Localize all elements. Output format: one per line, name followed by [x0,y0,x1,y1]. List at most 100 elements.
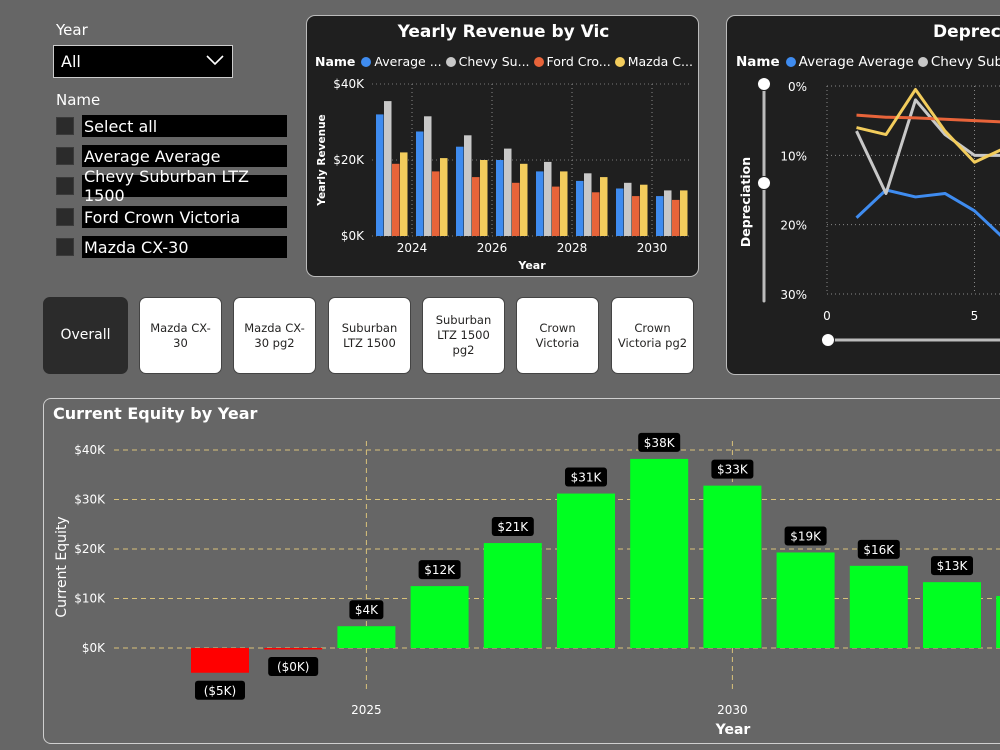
slider-handle [757,176,771,190]
mazda-cx30-pg2-button[interactable]: Mazda CX-30 pg2 [233,297,316,374]
legend-item-mazda[interactable]: Mazda C... [614,54,693,69]
checkbox[interactable] [56,177,74,195]
legend-item-ford[interactable]: Ford Cro... [533,54,611,69]
revenue-chart: $0K $20K $40K 2024 2026 2028 2030 Year Yearly Re… [316,77,692,272]
data-label-bg [565,467,607,487]
legend-dot [361,56,372,67]
checkbox[interactable] [56,147,74,165]
data-label-bg [268,656,319,676]
equity-bar [337,626,396,648]
y-tick-label: 10% [780,149,807,163]
revenue-bar [576,180,584,236]
name-option-mazda[interactable]: Mazda CX-30 [56,236,287,258]
revenue-bar [512,182,520,236]
revenue-bar [544,161,552,236]
overall-button[interactable]: Overall [43,297,128,374]
legend-item-average[interactable]: Average ... [361,54,442,69]
equity-bar [923,582,981,648]
equity-chart-panel: Current Equity by Year $0K $10K $20K $30K $4… [43,398,1000,744]
checkbox[interactable] [56,117,74,135]
legend-label: Ford Cro... [546,54,611,69]
revenue-bar [384,101,392,236]
name-option-ford[interactable]: Ford Crown Victoria [56,206,287,228]
revenue-bar [632,196,640,236]
depreciation-line [856,113,1000,124]
revenue-bar [616,188,624,236]
revenue-bar [680,190,688,236]
depreciation-chart: 0% 10% 20% 30% 0 5 Depreciation [738,77,1000,347]
legend-label: Average Average [798,54,914,70]
y-axis-title: Depreciation [738,157,753,247]
checkbox[interactable] [56,208,74,226]
crown-victoria-button[interactable]: Crown Victoria [516,297,599,374]
crown-victoria-pg2-button[interactable]: Crown Victoria pg2 [611,297,694,374]
y-tick-label: $40K [333,77,365,91]
revenue-bar [392,163,400,236]
y-axis-title: Current Equity [54,516,70,617]
legend-item-chevy[interactable]: Chevy Suburb [917,54,1000,70]
equity-bar [483,543,542,648]
revenue-bar [376,114,384,236]
revenue-bar [600,177,608,236]
equity-bar [630,458,689,648]
y-tick-label: 0% [788,80,807,94]
revenue-bar [584,173,592,236]
data-label-bg [491,517,534,537]
x-tick-label: 2025 [351,703,382,717]
legend-title: Name [736,54,780,70]
revenue-bar [536,171,544,236]
name-option-chevy[interactable]: Chevy Suburban LTZ 1500 [56,167,287,205]
x-tick-label: 2030 [717,703,748,717]
name-option-average[interactable]: Average Average [56,145,287,167]
legend-item-average[interactable]: Average Average [785,54,914,70]
x-axis-title: Year [715,722,751,738]
revenue-bar [472,177,480,236]
mazda-cx30-button[interactable]: Mazda CX-30 [139,297,222,374]
name-option-label: Chevy Suburban LTZ 1500 [82,167,287,205]
data-label: $38K [644,436,676,450]
data-label-bg [349,600,384,620]
legend-dot [785,57,796,67]
y-axis-title: Yearly Revenue [316,114,328,206]
revenue-bar [496,160,504,236]
name-option-label: Select all [82,115,287,137]
name-option-select-all[interactable]: Select all [56,115,287,137]
depreciation-line [855,188,1000,237]
year-dropdown-value: All [61,52,81,71]
equity-chart-title: Current Equity by Year [53,404,258,423]
y-tick-label: $10K [74,592,106,606]
revenue-bar [640,184,648,236]
revenue-bar [416,131,424,236]
suburban-button[interactable]: Suburban LTZ 1500 [328,297,411,374]
y-tick-label: $0K [341,229,365,243]
data-label-bg [638,432,681,452]
suburban-pg2-button[interactable]: Suburban LTZ 1500 pg2 [422,297,505,374]
data-label: $13K [937,559,969,573]
data-label-bg [195,680,245,700]
legend-dot [445,56,456,67]
revenue-bar [656,196,664,236]
data-label: $16K [863,543,895,557]
revenue-legend: Name Average ... Chevy Su... Ford Cro...… [315,54,697,69]
revenue-bar [424,116,432,236]
checkbox[interactable] [56,238,74,256]
equity-bar [264,648,323,650]
depreciation-line [855,98,1000,195]
legend-label: Average ... [374,54,442,69]
year-dropdown[interactable]: All [53,45,233,78]
slider-handle [757,77,771,91]
data-label: ($0K) [277,660,310,674]
name-slicer-label: Name [56,91,101,109]
data-label: $12K [424,563,456,577]
data-label: $21K [497,520,529,534]
revenue-bar [560,171,568,236]
legend-label: Mazda C... [627,54,693,69]
data-label: $33K [717,463,749,477]
legend-item-chevy[interactable]: Chevy Su... [445,54,530,69]
revenue-bar [440,158,448,236]
slider-handle [821,333,835,347]
data-label-bg [711,459,754,479]
equity-bar [996,596,1000,648]
x-tick-label: 2024 [397,241,428,255]
x-tick-label: 5 [971,309,979,323]
